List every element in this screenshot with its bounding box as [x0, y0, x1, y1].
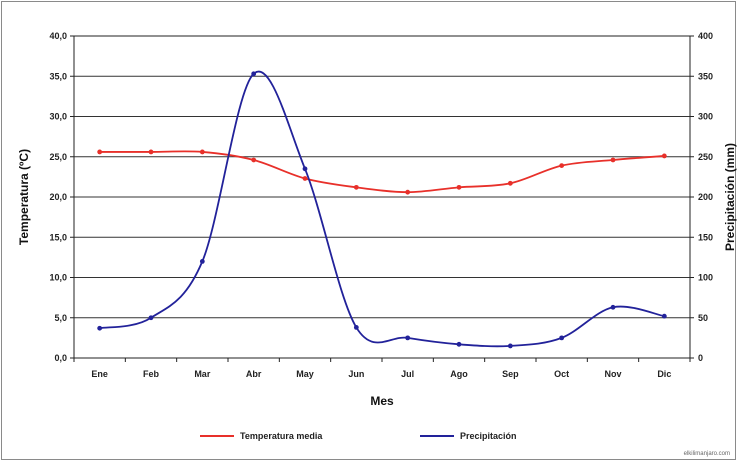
left-tick-label: 20,0	[49, 192, 67, 202]
right-tick-label: 300	[698, 112, 713, 122]
left-tick-label: 15,0	[49, 232, 67, 242]
right-tick-label: 0	[698, 353, 703, 363]
temperature-data-point	[302, 176, 308, 181]
precipitation-data-point	[456, 341, 462, 347]
x-tick-label: Jun	[348, 369, 364, 379]
x-tick-label: Oct	[554, 369, 569, 379]
precipitation-legend-label: Precipitación	[460, 431, 517, 441]
temperature-data-point	[148, 149, 154, 155]
precipitation-data-point	[199, 259, 205, 264]
temperature-legend-label: Temperatura media	[240, 431, 323, 441]
temperature-data-point	[251, 157, 257, 163]
left-tick-label: 35,0	[49, 71, 67, 81]
right-tick-label: 200	[698, 192, 713, 202]
temperature-data-point	[405, 189, 411, 195]
x-tick-label: Dic	[657, 369, 671, 379]
x-axis-title: Mes	[370, 394, 394, 408]
right-tick-label: 50	[698, 313, 708, 323]
right-tick-label: 150	[698, 232, 713, 242]
precipitation-data-point	[302, 166, 308, 172]
x-tick-label: Feb	[143, 369, 160, 379]
x-tick-label: Nov	[604, 369, 621, 379]
x-tick-label: Mar	[194, 369, 211, 379]
x-axis-ticks: Ene Feb Mar Abr May Jun Jul Ago Sep Oct Nov Dic	[73, 358, 691, 379]
temperature-data-point	[353, 184, 359, 190]
left-tick-label: 40,0	[49, 31, 67, 41]
left-axis-ticks: 0,0 5,0 10,0 15,0 20,0 25,0 30,0 35,0 40,0	[49, 31, 74, 363]
precipitation-data-point	[507, 343, 513, 349]
temperature-series-line	[99, 150, 665, 194]
precipitation-data-point	[559, 335, 565, 341]
right-tick-label: 100	[698, 273, 713, 283]
left-tick-label: 5,0	[54, 313, 67, 323]
precipitation-data-point	[353, 325, 359, 330]
x-tick-label: Jul	[401, 369, 414, 379]
left-tick-label: 0,0	[54, 353, 67, 363]
x-tick-label: Ene	[91, 369, 108, 379]
right-tick-label: 350	[698, 71, 713, 81]
right-tick-label: 250	[698, 152, 713, 162]
precipitation-series-line	[99, 70, 665, 348]
precipitation-data-point	[610, 304, 616, 310]
temperature-data-point	[661, 153, 667, 159]
left-tick-label: 30,0	[49, 112, 67, 122]
x-tick-label: Ago	[450, 369, 468, 379]
precipitation-data-point	[661, 313, 667, 319]
gridlines	[74, 75, 690, 319]
left-axis-title: Temperatura (ºC)	[17, 149, 31, 245]
precipitation-data-point	[251, 71, 257, 77]
series-layer	[97, 70, 667, 349]
right-axis-title: Precipitación (mm)	[723, 143, 737, 251]
credit-text: elkilimanjaro.com	[684, 451, 730, 457]
temperature-data-point	[97, 149, 103, 155]
temperature-data-point	[610, 157, 616, 163]
left-tick-label: 10,0	[49, 273, 67, 283]
x-tick-label: Sep	[502, 369, 519, 379]
right-axis-ticks: 0 50 100 150 200 250 300 350 400	[690, 31, 713, 363]
right-tick-label: 400	[698, 31, 713, 41]
precipitation-data-point	[405, 335, 411, 341]
legend: Temperatura media Precipitación	[200, 431, 517, 441]
temperature-data-point	[199, 149, 205, 155]
temperature-data-point	[507, 180, 513, 186]
x-tick-label: Abr	[246, 369, 262, 379]
x-tick-label: May	[296, 369, 314, 379]
precipitation-data-point	[148, 315, 154, 321]
temperature-data-point	[559, 163, 565, 169]
left-tick-label: 25,0	[49, 152, 67, 162]
temperature-data-point	[456, 184, 462, 190]
precipitation-data-point	[97, 325, 103, 331]
